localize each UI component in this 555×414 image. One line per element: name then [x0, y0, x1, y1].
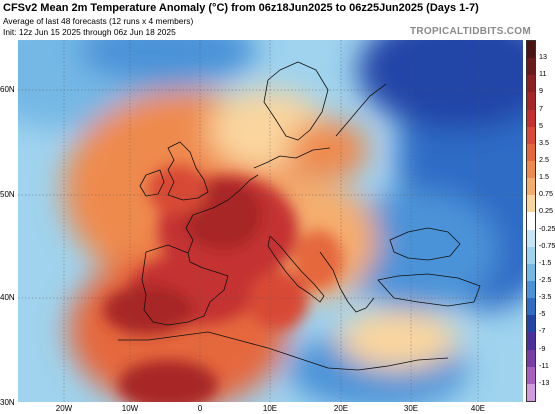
colorbar-swatch	[527, 349, 535, 367]
lon-label-10e: 10E	[262, 404, 278, 413]
colorbar-label: 0.75	[539, 189, 553, 199]
colorbar-label: 3.5	[539, 137, 549, 147]
colorbar-swatch	[527, 75, 535, 93]
britain-coast	[167, 141, 209, 201]
colorbar-swatch	[527, 178, 535, 196]
lat-label-40n: 40N	[0, 293, 15, 302]
colorbar-swatch	[527, 195, 535, 213]
italy-coast	[267, 235, 325, 303]
lon-label-40e: 40E	[470, 404, 486, 413]
map-header: CFSv2 Mean 2m Temperature Anomaly (°C) f…	[0, 0, 555, 40]
temperature-anomaly-map	[18, 40, 523, 402]
lon-label-0: 0	[197, 404, 203, 413]
colorbar-label: -0.75	[539, 240, 555, 250]
lat-label-60n: 60N	[0, 85, 15, 94]
colorbar-label: 0.25	[539, 206, 553, 216]
colorbar-label: -0.25	[539, 223, 555, 233]
lat-label-30n: 30N	[0, 398, 15, 407]
colorbar-swatch	[527, 366, 535, 384]
anatolia-coast	[377, 273, 481, 307]
map-subtitle-init-time: Init: 12z Jun 15 2025 through 06z Jun 18…	[3, 27, 176, 37]
map-title: CFSv2 Mean 2m Temperature Anomaly (°C) f…	[3, 2, 479, 14]
lon-label-20e: 20E	[333, 404, 349, 413]
colorbar-swatch	[527, 41, 535, 59]
north-africa-coast	[118, 331, 449, 371]
colorbar-label: 5	[539, 120, 543, 130]
colorbar-swatch	[527, 126, 535, 144]
colorbar-swatch	[527, 143, 535, 161]
ireland-coast	[139, 169, 165, 197]
colorbar-swatch	[527, 298, 535, 316]
colorbar-label: 9	[539, 86, 543, 96]
site-credit: TROPICALTIDBITS.COM	[409, 26, 531, 37]
balkan-coast	[319, 251, 375, 313]
coastlines	[118, 61, 481, 371]
colorbar-label: -3.5	[539, 292, 552, 302]
colorbar-swatch	[527, 109, 535, 127]
colorbar-label: -9	[539, 343, 546, 353]
lon-label-20w: 20W	[55, 404, 73, 413]
colorbar-swatch	[527, 212, 535, 230]
colorbar-swatch	[527, 263, 535, 281]
colorbar-label: -1.5	[539, 257, 552, 267]
scandinavia-coast	[263, 61, 329, 141]
iberia-coast	[141, 244, 229, 326]
map-svg	[18, 40, 523, 402]
colorbar-label: 13	[539, 52, 547, 62]
colorbar-swatch	[527, 280, 535, 299]
colorbar-swatch	[527, 246, 535, 264]
colorbar-label: 7	[539, 103, 543, 113]
map-subtitle-forecast-average: Average of last 48 forecasts (12 runs x …	[3, 16, 194, 26]
colorbar-label: -13	[539, 377, 550, 387]
black-sea-coast	[389, 227, 461, 261]
colorbar-label: -11	[539, 360, 549, 370]
colorbar-label: 11	[539, 69, 547, 79]
colorbar	[526, 40, 536, 402]
colorbar-label: -5	[539, 309, 546, 319]
lat-label-50n: 50N	[0, 190, 15, 199]
colorbar-label: 1.5	[539, 172, 549, 182]
colorbar-swatch	[527, 229, 535, 247]
colorbar-label: 2.5	[539, 155, 549, 164]
north-sea-coast	[253, 147, 331, 169]
colorbar-label: -2.5	[539, 275, 552, 284]
lon-label-10w: 10W	[121, 404, 139, 413]
colorbar-swatch	[527, 332, 535, 350]
lon-label-30e: 30E	[403, 404, 419, 413]
colorbar-swatch	[527, 58, 535, 76]
colorbar-swatch	[527, 92, 535, 110]
graticule	[18, 40, 523, 402]
baltic-coast	[335, 83, 387, 137]
france-coast	[185, 174, 259, 254]
colorbar-label: -7	[539, 326, 546, 336]
colorbar-swatch	[527, 160, 535, 179]
colorbar-swatch	[527, 315, 535, 333]
colorbar-swatch	[527, 383, 535, 401]
anomaly-field-warm-core	[103, 165, 343, 402]
